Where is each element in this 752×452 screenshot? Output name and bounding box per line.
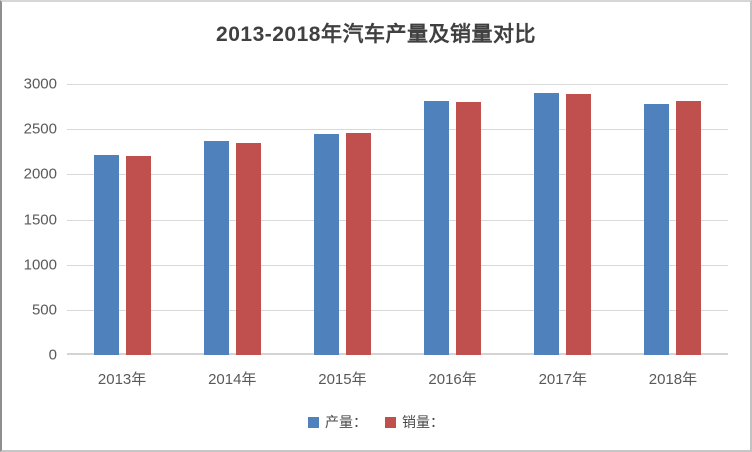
gridline [67,309,728,311]
y-tick-label: 500 [31,301,57,319]
y-tick-label: 0 [48,346,57,364]
bar-group [398,84,508,355]
y-tick-label: 1000 [23,256,57,274]
gridline [67,173,728,175]
x-tick-label: 2015年 [318,371,367,388]
legend-label-sales: 销量： [402,414,444,430]
y-tick-label: 3000 [23,75,57,93]
bar-production [534,92,560,355]
bar-sales [676,101,702,355]
x-tick-label: 2013年 [97,371,147,388]
y-tick-label: 1500 [23,211,57,228]
legend: 产量： 销量： [2,412,750,432]
x-axis-line [67,353,728,355]
y-tick-label: 2500 [23,120,57,138]
bar-production [644,103,670,355]
legend-item-production: 产量： [308,412,367,432]
gridline [67,128,728,130]
bar-group [177,84,287,355]
gridline [67,83,728,85]
bar-sales [456,101,482,355]
gridline [67,219,728,221]
legend-label-production: 产量： [325,414,367,430]
x-axis-labels: 2013年 2014年 2015年 2016年 2017年 2018年 [67,368,728,389]
bar-sales [235,142,261,355]
legend-swatch-production [308,416,319,428]
bar-groups [67,84,728,355]
bar-sales [125,156,151,355]
x-tick-label: 2016年 [428,371,477,388]
bar-group [287,84,397,355]
bar-production [313,133,339,355]
bar-group [618,84,728,355]
bar-production [424,100,450,355]
chart-title: 2013-2018年汽车产量及销量对比 [216,23,536,46]
x-tick-label: 2014年 [208,371,257,388]
legend-item-sales: 销量： [385,412,444,432]
bar-group [508,84,618,355]
plot-area: 0 500 1000 1500 2000 2500 3000 [24,76,728,364]
x-tick-label: 2017年 [538,371,587,388]
bar-sales [345,132,371,355]
bar-production [93,155,119,355]
y-tick-label: 2000 [23,165,57,183]
x-tick-label: 2018年 [648,371,698,388]
bar-production [203,140,229,355]
legend-swatch-sales [385,416,396,428]
gridline [67,264,728,266]
bar-sales [566,94,592,355]
bar-group [67,84,177,355]
